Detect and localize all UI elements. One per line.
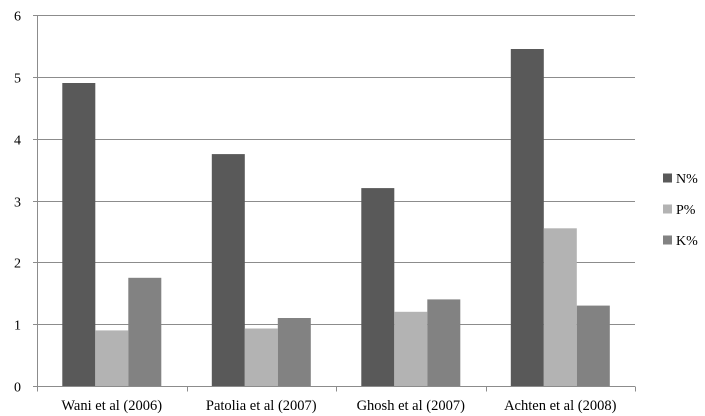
bar-kpct-3 <box>576 305 610 386</box>
legend-label-1: P% <box>676 203 696 218</box>
x-category-label-0: Wani et al (2006) <box>61 398 162 414</box>
bar-kpct-2 <box>427 299 461 386</box>
legend: N% P% K% <box>663 172 698 249</box>
bar-npct-2 <box>361 188 395 386</box>
bar-ppct-1 <box>244 328 278 386</box>
legend-label-0: N% <box>676 172 698 187</box>
x-category-label-1: Patolia et al (2007) <box>206 398 317 414</box>
bar-npct-3 <box>510 49 544 386</box>
y-tick-label-0: 0 <box>14 381 21 396</box>
bar-kpct-1 <box>277 318 311 386</box>
legend-swatch-2 <box>663 235 672 245</box>
x-category-labels: Wani et al (2006) Patolia et al (2007) Gho… <box>61 398 616 414</box>
bar-ppct-2 <box>394 311 428 386</box>
y-tick-labels: 0 1 2 3 4 5 6 <box>14 10 21 396</box>
y-tick-label-6: 6 <box>14 10 21 25</box>
bars <box>62 49 610 386</box>
bar-npct-1 <box>211 154 245 386</box>
bar-ppct-0 <box>95 330 129 386</box>
legend-swatch-0 <box>663 173 672 183</box>
bar-kpct-0 <box>128 277 162 386</box>
x-category-label-3: Achten et al (2008) <box>504 398 617 414</box>
legend-swatch-1 <box>663 204 672 214</box>
y-tick-label-3: 3 <box>14 196 21 211</box>
y-tick-label-5: 5 <box>14 72 21 87</box>
y-tick-label-2: 2 <box>14 257 21 272</box>
bar-ppct-3 <box>543 228 577 386</box>
legend-label-2: K% <box>676 234 698 249</box>
axes <box>33 15 636 392</box>
bar-npct-0 <box>62 83 96 386</box>
y-tick-label-1: 1 <box>14 319 21 334</box>
x-category-label-2: Ghosh et al (2007) <box>357 398 465 414</box>
y-tick-label-4: 4 <box>14 134 21 149</box>
